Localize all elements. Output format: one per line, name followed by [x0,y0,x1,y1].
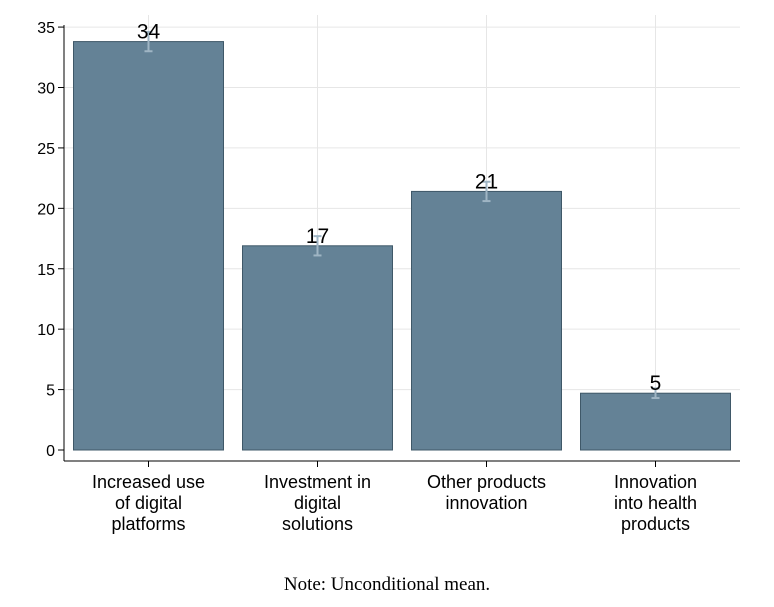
bar [73,41,224,451]
y-tick-label: 5 [46,383,55,400]
y-tick-label: 30 [37,81,55,98]
x-category-label: into health [614,493,697,513]
axes [58,25,740,467]
x-category-label: innovation [445,493,527,513]
error-bars [144,30,660,400]
y-tick-label: 25 [37,141,55,158]
x-category-label: products [621,514,690,534]
x-category-label: of digital [115,493,182,513]
chart-note: Note: Unconditional mean. [283,574,491,595]
bar [242,245,393,451]
x-category-label: solutions [282,514,353,534]
y-tick-label: 0 [46,443,55,460]
x-category-label: Innovation [614,472,697,492]
x-category-label: Other products [427,472,546,492]
x-category-label: Investment in [264,472,371,492]
bar [580,392,731,451]
bar-value-label: 17 [306,225,329,248]
y-tick-label: 10 [37,322,55,339]
bar-value-label: 5 [650,372,662,395]
bar-value-label: 34 [137,21,161,44]
x-category-label: Increased use [92,472,205,492]
bars [73,41,731,451]
y-tick-label: 35 [37,20,55,37]
x-category-label: platforms [111,514,185,534]
y-tick-label: 15 [37,262,55,279]
y-tick-label: 20 [37,201,55,218]
bar [411,190,562,451]
bar-value-label: 21 [475,170,498,193]
x-category-label: digital [294,493,341,513]
